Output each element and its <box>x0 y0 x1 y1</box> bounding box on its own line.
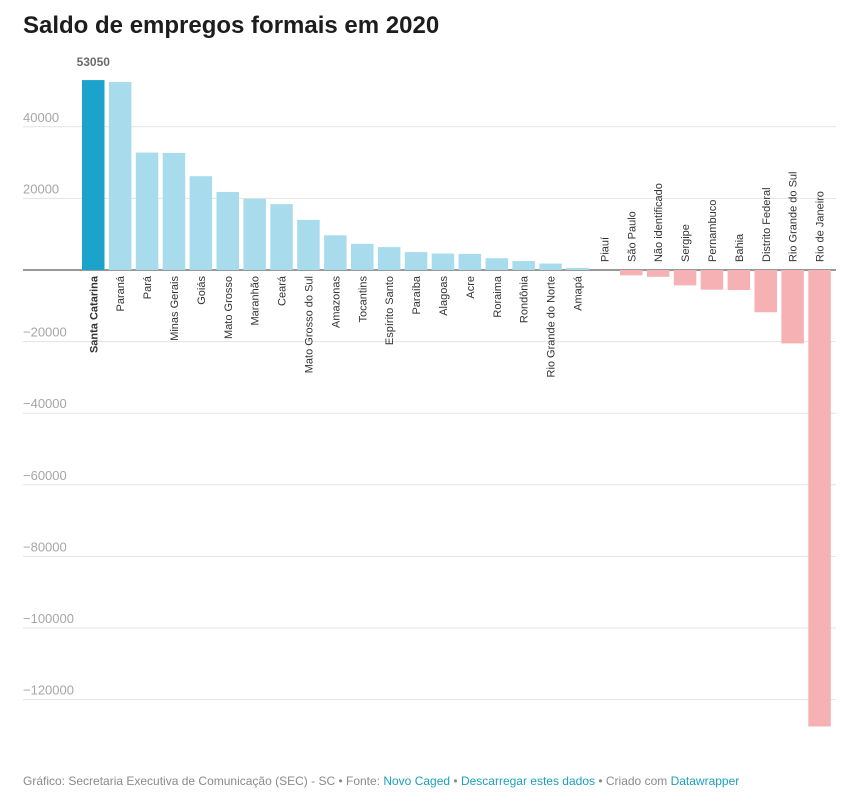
category-label: Bahia <box>734 233 746 262</box>
bar <box>620 270 643 276</box>
category-label: Pernambuco <box>707 200 719 262</box>
category-label: Não identificado <box>653 183 665 262</box>
category-label: Paraná <box>115 275 127 311</box>
y-tick-label: −40000 <box>23 396 67 411</box>
footer-source-text: Gráfico: Secretaria Executiva de Comunic… <box>23 774 384 788</box>
category-label: Pará <box>142 275 154 299</box>
bar <box>243 198 266 270</box>
footer-separator: • <box>450 774 461 788</box>
category-label: Rio de Janeiro <box>815 191 827 262</box>
bar <box>512 261 535 270</box>
chart-title: Saldo de empregos formais em 2020 <box>23 12 440 39</box>
download-data-link[interactable]: Descarregar estes dados <box>460 774 596 788</box>
footer: Gráfico: Secretaria Executiva de Comunic… <box>23 774 739 788</box>
bar <box>700 270 724 290</box>
bar <box>270 204 293 270</box>
bar <box>377 247 401 270</box>
bar-chart: 40000 20000 −20000 −40000 −60000 −80000 −10000… <box>23 55 836 727</box>
bar <box>539 263 562 270</box>
source-link[interactable]: Novo Caged <box>383 774 451 788</box>
category-label: Amapá <box>572 275 584 311</box>
y-tick-label: −120000 <box>23 683 74 698</box>
label-layer: 40000 20000 −20000 −40000 −60000 −80000 −10000… <box>23 55 827 698</box>
category-label: Minas Gerais <box>169 276 181 341</box>
category-label: Acre <box>465 276 477 299</box>
category-label: Rio Grande do Sul <box>788 172 800 263</box>
category-label: Paraíba <box>411 275 423 314</box>
data-label: 53050 <box>77 55 111 69</box>
bar <box>431 253 455 270</box>
bar-layer <box>82 80 831 727</box>
y-tick-label: 40000 <box>23 110 59 125</box>
category-label: Santa Catarina <box>88 275 100 353</box>
category-label: Tocantins <box>357 276 369 323</box>
bar <box>566 267 589 270</box>
y-tick-label: 20000 <box>23 181 59 196</box>
bar <box>646 270 670 277</box>
y-tick-label: −100000 <box>23 611 74 626</box>
category-label: Espírito Santo <box>384 276 396 345</box>
category-label: Rio Grande do Norte <box>546 276 558 378</box>
bar <box>404 252 428 270</box>
bar <box>485 258 508 270</box>
category-label: Ceará <box>277 275 289 306</box>
bar <box>808 270 831 727</box>
bar <box>458 253 482 270</box>
category-label: Amazonas <box>330 276 342 328</box>
bar <box>108 82 132 270</box>
category-label: São Paulo <box>626 211 638 262</box>
y-tick-label: −60000 <box>23 468 67 483</box>
category-label: Mato Grosso <box>223 276 235 339</box>
category-label: Distrito Federal <box>761 187 773 262</box>
y-tick-label: −80000 <box>23 539 67 554</box>
bar <box>351 243 374 270</box>
bar <box>673 270 697 286</box>
category-label: Goiás <box>196 276 208 305</box>
category-label: Mato Grosso do Sul <box>303 276 315 373</box>
bar <box>727 270 751 291</box>
datawrapper-link[interactable]: Datawrapper <box>670 774 740 788</box>
category-label: Maranhão <box>250 276 262 326</box>
footer-created-text: • Criado com <box>595 774 671 788</box>
bar <box>297 219 320 270</box>
bar <box>324 235 347 270</box>
bar <box>216 191 239 270</box>
bar <box>82 80 105 271</box>
category-label: Piauí <box>599 237 611 262</box>
bar <box>189 176 213 270</box>
bar <box>754 270 777 313</box>
y-tick-label: −20000 <box>23 325 67 340</box>
bar <box>162 152 186 270</box>
grid-layer <box>23 126 836 701</box>
category-label: Sergipe <box>680 224 692 262</box>
bar <box>135 152 159 270</box>
category-label: Alagoas <box>438 276 450 316</box>
bar <box>781 270 804 344</box>
category-label: Roraima <box>492 275 504 317</box>
category-label: Rondônia <box>519 275 531 323</box>
